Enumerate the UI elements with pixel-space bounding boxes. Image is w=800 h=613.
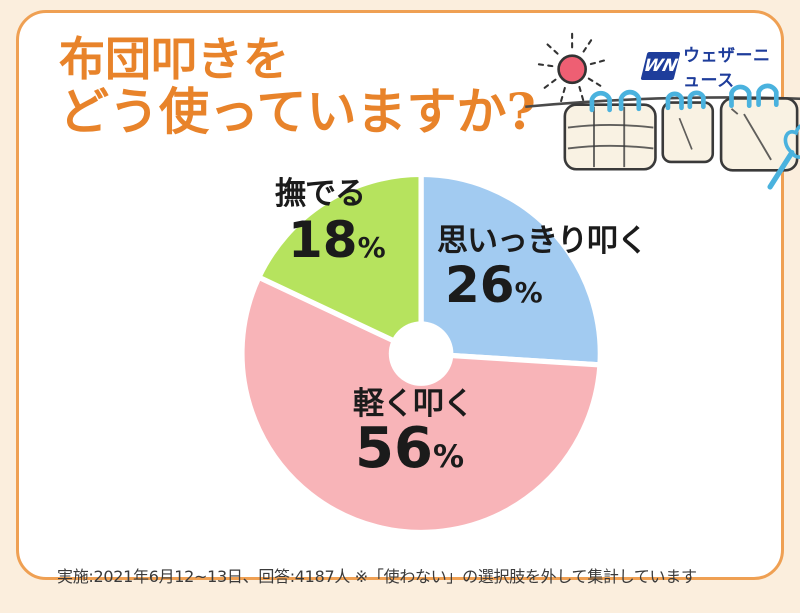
slice-value-omoikkiri-number: 26 bbox=[445, 256, 515, 314]
slice-label-naderu: 撫でる bbox=[275, 176, 366, 212]
slice-value-naderu: 18% bbox=[288, 215, 386, 265]
survey-note: 実施:2021年6月12~13日、回答:4187人 ※「使わない」の選択肢を外し… bbox=[57, 567, 697, 586]
slice-value-karuku-unit: % bbox=[432, 439, 464, 475]
pie-slice-omoikkiri bbox=[418, 171, 603, 368]
slice-value-karuku-number: 56 bbox=[355, 416, 433, 481]
slice-value-omoikkiri: 26% bbox=[445, 260, 543, 310]
weathernews-logo: WN ウェザーニュース bbox=[640, 41, 781, 91]
title-line-1: 布団叩きを bbox=[59, 32, 289, 86]
slice-label-karuku: 軽く叩く bbox=[353, 386, 474, 422]
page-title: 布団叩きを どう使っていますか? bbox=[59, 32, 536, 141]
slice-value-omoikkiri-unit: % bbox=[514, 276, 543, 309]
slice-label-omoikkiri: 思いっきり叩く bbox=[437, 223, 648, 259]
pie-chart bbox=[239, 171, 603, 535]
slice-value-karuku: 56% bbox=[355, 421, 464, 477]
logo-name: ウェザーニュース bbox=[682, 46, 771, 91]
slice-value-naderu-number: 18 bbox=[288, 211, 358, 269]
pie-slice-karuku bbox=[239, 274, 603, 535]
pie-slice-naderu bbox=[256, 171, 424, 357]
slice-value-naderu-unit: % bbox=[357, 231, 386, 264]
infographic-card: 布団叩きを どう使っていますか? WN ウェザーニュース bbox=[16, 10, 800, 586]
donut-hole bbox=[388, 321, 454, 386]
title-line-2: どう使っていますか? bbox=[59, 81, 536, 141]
